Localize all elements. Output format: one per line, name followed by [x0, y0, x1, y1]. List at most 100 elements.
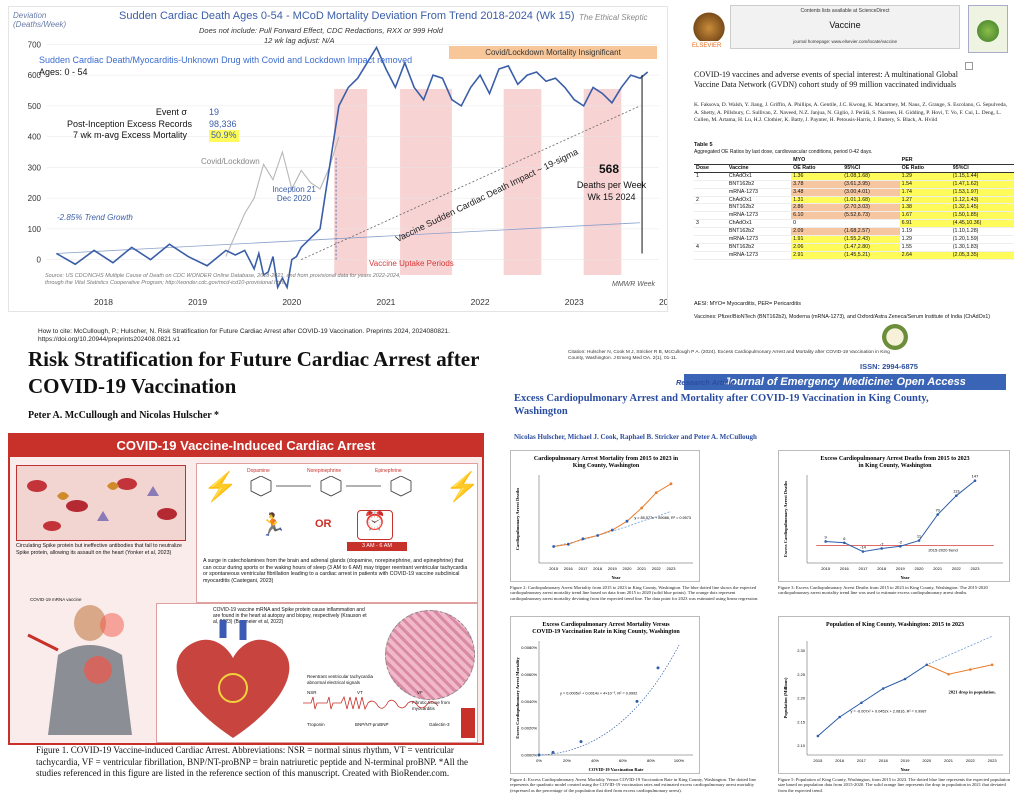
x-tick-label: 2022 — [471, 297, 490, 307]
data-point — [640, 506, 644, 510]
y-axis-label: Population (Millions) — [783, 677, 788, 718]
x-tick-label: 2022 — [652, 566, 662, 571]
data-label: 9 — [825, 534, 828, 539]
article-title: COVID-19 vaccines and adverse events of … — [694, 70, 958, 89]
check-updates-icon[interactable] — [965, 62, 973, 70]
issn: ISSN: 2994-6875 — [860, 362, 918, 371]
table-cell: 1.27 — [899, 196, 951, 205]
data-point — [917, 539, 921, 542]
table-cell: mRNA-1273 — [726, 251, 792, 260]
preprint-paper: How to cite: McCullough, P.; Hulscher, N… — [8, 318, 498, 806]
table-cell: 3.48 — [791, 188, 843, 197]
y-axis-label: Deviation (Deaths/Week) — [13, 11, 67, 29]
x-tick-label: 0% — [536, 758, 542, 763]
norepinephrine-label: Norepinephrine — [307, 468, 342, 474]
table-cell: (3.00,4.01) — [842, 188, 900, 197]
table-cell: BNT162b2 — [726, 243, 792, 252]
time-window-label: 3 AM - 6 AM — [347, 542, 407, 551]
article-type: Research Article — [676, 378, 735, 387]
data-point — [860, 701, 863, 705]
paper-authors: Peter A. McCullough and Nicolas Hulscher… — [28, 410, 220, 421]
y-tick-label: 400 — [28, 133, 42, 142]
y-tick-label: 600 — [28, 71, 42, 80]
chart-title: Population of King County, Washington: 2… — [826, 622, 964, 628]
chart-title: Excess Cardiopulmonary Arrest Deaths fro… — [820, 456, 969, 462]
x-axis-label: Year — [901, 575, 910, 580]
lightning-left-icon: ⚡ — [203, 472, 238, 503]
vaccine-uptake-band — [400, 89, 429, 275]
figure-3-caption: Figure 3: Excess Cardiopulmonary Arrest … — [778, 585, 988, 596]
how-to-cite: How to cite: McCullough, P.; Hulscher, N… — [38, 328, 450, 343]
x-tick-label: 2018 — [877, 566, 887, 571]
col-myo-ci: 95%CI — [842, 164, 900, 173]
data-point — [816, 734, 820, 738]
data-point — [973, 479, 977, 483]
x-tick-label: 2022 — [966, 758, 976, 763]
spike-protein-text: Circulating Spike protein but ineffectiv… — [16, 543, 182, 556]
vf-label: VF — [417, 690, 423, 695]
x-tick-label: 2018 — [879, 758, 889, 763]
table-row: 4 BNT162b2 2.06 (1.47,2.80) 1.55 (1.30,1.83) — [694, 243, 1014, 252]
table-cell: 1.31 — [791, 196, 843, 205]
y-tick-label: 0.0020% — [521, 726, 537, 731]
table-cell: 2.06 — [791, 243, 843, 252]
data-point — [824, 540, 827, 543]
catecholamine-text: A surge in catecholamines from the brain… — [203, 558, 468, 584]
mortality-deviation-line — [56, 45, 649, 290]
y-tick-label: 0.0080% — [521, 645, 537, 650]
exclusions-note: Does not include: Pull Forward Effect, C… — [199, 26, 443, 35]
blood-vessel-panel — [16, 465, 186, 541]
table-row: mRNA-1273 2.91 (1.45,5.21) 2.64 (2.05,3.35) — [694, 251, 1014, 260]
table-row: BNT162b2 2.09 (1.68,2.57) 1.19 (1.10,1.28) — [694, 227, 1014, 237]
paper-right-authors: Nicolas Hulscher, Michael J. Cook, Rapha… — [514, 433, 757, 441]
vaccine-uptake-band — [348, 89, 368, 275]
deaths-per-week-label: Deaths per Week — [576, 180, 647, 190]
figure-1-caption: Figure 1. COVID-19 Vaccine-induced Cardi… — [36, 745, 468, 778]
x-tick-label: 2016 — [840, 566, 850, 571]
figure-2-box: Cardiopulmonary Arrest Mortality from 20… — [510, 450, 700, 582]
data-point — [947, 672, 950, 676]
drop-annotation: 2021 drop in population. — [949, 689, 996, 694]
data-point — [936, 513, 939, 516]
data-label: 11 — [917, 534, 922, 539]
col-dose: Dose — [694, 164, 727, 173]
col-per-oe: OE Ratio — [899, 164, 951, 173]
vaccine-journal-excerpt: Contents lists available at ScienceDirec… — [690, 4, 1020, 328]
x-tick-label: 2019 — [901, 758, 911, 763]
table-cell — [694, 235, 727, 244]
y-tick-label: 2.15 — [797, 719, 806, 724]
figure-2-caption: Figure 2: Cardiopulmonary Arrest Mortali… — [510, 585, 759, 601]
y-tick-label: 2.30 — [797, 648, 806, 653]
table-cell: ChAdOx1 — [726, 219, 792, 229]
table-cell — [694, 180, 727, 189]
fit-equation: y = 0.0005x² + 0.0014x + 4×10⁻⁶, R² = 0.… — [560, 692, 637, 696]
stat-event-sigma-label: Event σ — [155, 107, 187, 117]
sudden-cardiac-death-chart: 0 100 200 300 400 500 600 700 2018 2019 2020 2021 20… — [8, 6, 668, 312]
elsevier-tree-logo — [692, 9, 726, 41]
y-axis-label: Cardiopulmonary Arrest Deaths — [515, 488, 520, 551]
data-point — [625, 519, 629, 523]
blood-cells-illustration — [17, 466, 185, 540]
table-cell: 1.55 — [899, 243, 951, 252]
figure-5-box: Population of King County, Washington: 2… — [778, 616, 1010, 774]
data-point — [656, 666, 660, 670]
x-axis-label: Year — [901, 767, 910, 772]
x-tick-label: 2018 — [94, 297, 113, 307]
patient-figure — [27, 605, 132, 735]
table-cell: (1.32,1.45) — [950, 203, 1014, 213]
data-point — [581, 537, 585, 541]
oe-ratio-table: MYO PER Dose Vaccine OE Ratio 95%CI OE R… — [694, 157, 1014, 260]
data-point — [861, 550, 865, 553]
paper-right-title: Excess Cardiopulmonary Arrest and Mortal… — [514, 393, 929, 417]
data-point — [880, 547, 883, 550]
journal-seal-logo — [880, 322, 910, 352]
bed-clock-icon: ⏰ — [357, 510, 393, 540]
epinephrine-label: Epinephrine — [375, 468, 402, 474]
x-tick-label: 2019 — [896, 566, 906, 571]
actual-line — [817, 664, 928, 737]
table-cell: 6.10 — [791, 211, 843, 221]
watermark: The Ethical Skeptic — [579, 13, 648, 22]
table-cell: 3.78 — [791, 180, 843, 189]
table-cell: 3 — [694, 219, 727, 229]
y-tick-label: 2.25 — [797, 672, 806, 677]
